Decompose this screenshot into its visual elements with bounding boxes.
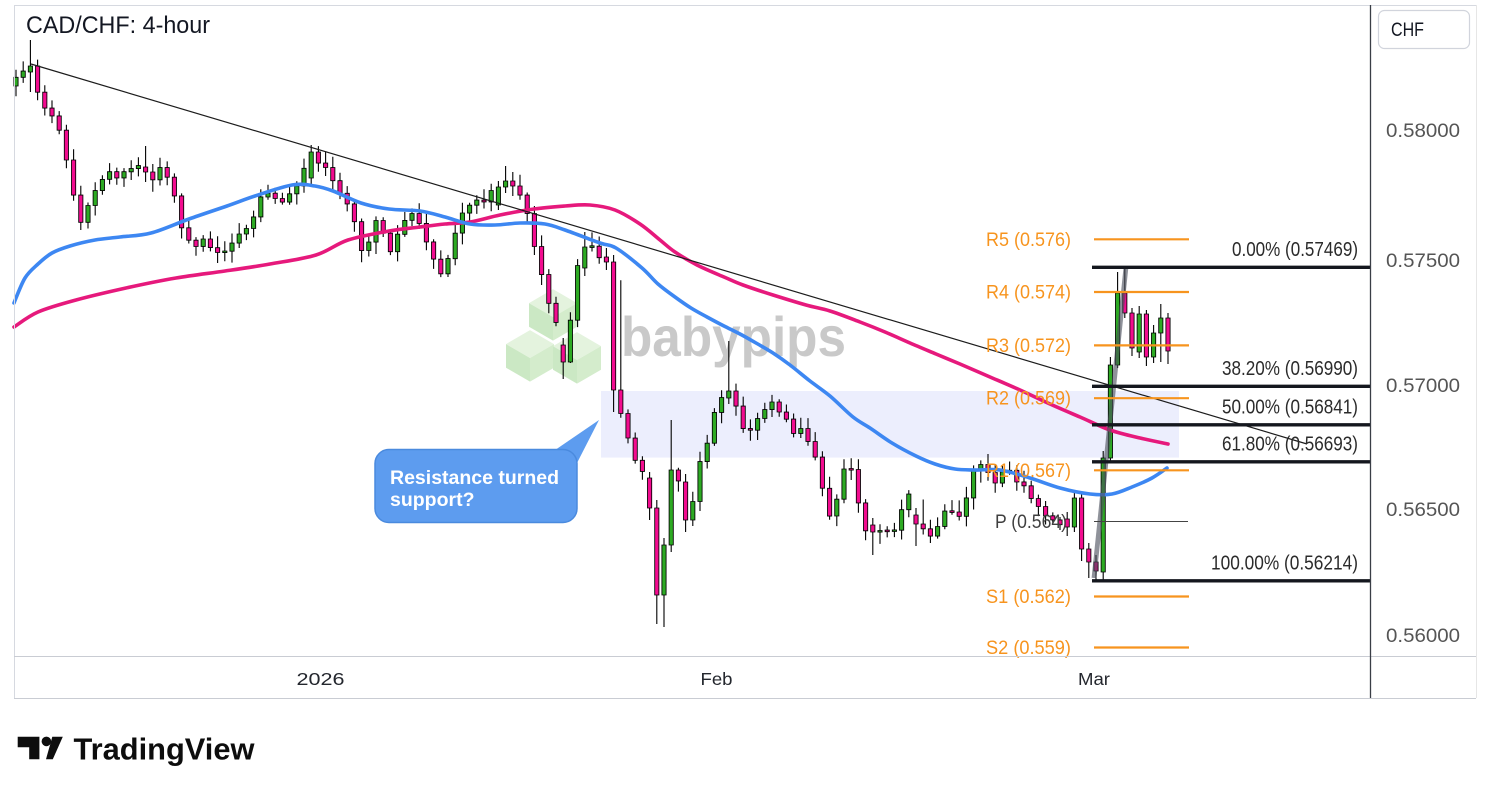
svg-text:2026: 2026 bbox=[297, 669, 345, 689]
svg-text:R2 (0.569): R2 (0.569) bbox=[986, 389, 1071, 410]
svg-text:Resistance turned: Resistance turned bbox=[390, 467, 559, 489]
svg-text:61.80% (0.56693): 61.80% (0.56693) bbox=[1222, 433, 1358, 455]
svg-text:0.58000: 0.58000 bbox=[1386, 120, 1460, 142]
svg-text:S1 (0.562): S1 (0.562) bbox=[986, 587, 1071, 608]
svg-text:Feb: Feb bbox=[701, 669, 733, 689]
svg-text:R4 (0.574): R4 (0.574) bbox=[986, 283, 1071, 304]
svg-text:TradingView: TradingView bbox=[74, 732, 256, 767]
svg-text:38.20% (0.56990): 38.20% (0.56990) bbox=[1222, 358, 1358, 380]
svg-text:support?: support? bbox=[390, 489, 474, 511]
svg-text:100.00% (0.56214): 100.00% (0.56214) bbox=[1211, 552, 1358, 574]
svg-text:0.56000: 0.56000 bbox=[1386, 625, 1460, 647]
svg-text:babypips: babypips bbox=[621, 305, 846, 368]
svg-text:50.00% (0.56841): 50.00% (0.56841) bbox=[1222, 396, 1358, 418]
svg-text:0.57000: 0.57000 bbox=[1386, 375, 1460, 397]
svg-text:0.57500: 0.57500 bbox=[1386, 250, 1460, 272]
svg-text:CHF: CHF bbox=[1391, 20, 1424, 41]
svg-text:R1 (0.567): R1 (0.567) bbox=[986, 461, 1071, 482]
svg-text:R5 (0.576): R5 (0.576) bbox=[986, 230, 1071, 251]
svg-text:S2 (0.559): S2 (0.559) bbox=[986, 638, 1071, 659]
svg-text:0.56500: 0.56500 bbox=[1386, 499, 1460, 521]
svg-text:CAD/CHF: 4-hour: CAD/CHF: 4-hour bbox=[26, 12, 210, 39]
svg-text:Mar: Mar bbox=[1078, 669, 1110, 689]
svg-text:P (0.564): P (0.564) bbox=[995, 512, 1067, 533]
svg-text:0.00% (0.57469): 0.00% (0.57469) bbox=[1232, 239, 1358, 261]
svg-text:R3 (0.572): R3 (0.572) bbox=[986, 336, 1071, 357]
